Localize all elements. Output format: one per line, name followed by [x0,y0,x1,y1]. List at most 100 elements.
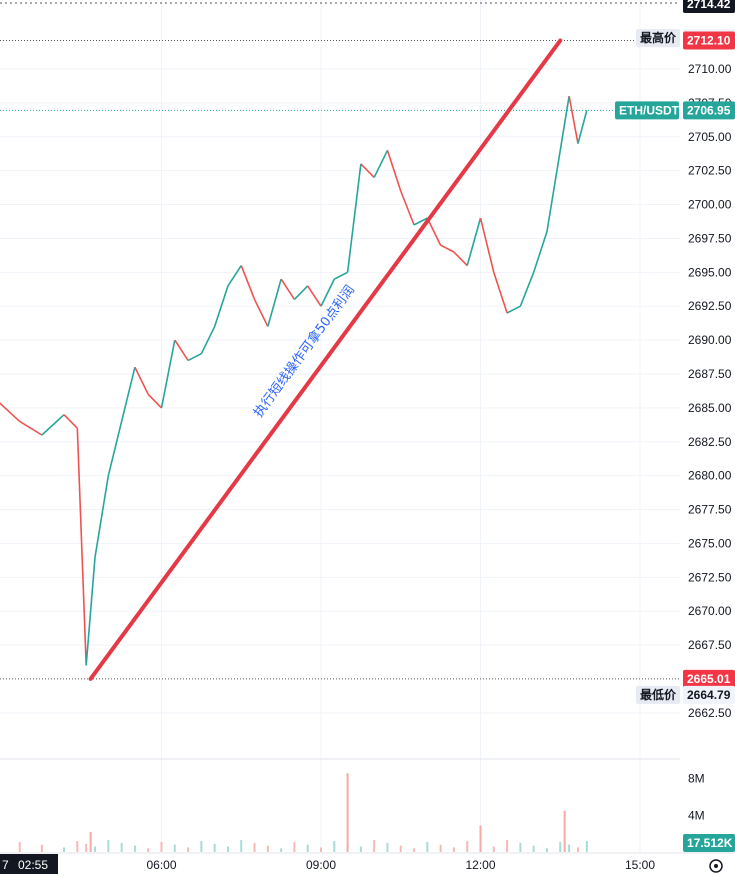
volume-bar [253,842,256,852]
volume-bar [200,841,203,852]
price-tick-label: 2692.50 [688,299,732,313]
price-segment [227,265,242,287]
price-segment [174,339,189,361]
low-price-caption: 最低价 [640,687,677,702]
settings-gear-icon[interactable] [709,859,723,873]
price-segment [120,367,136,422]
price-segment [400,190,415,226]
trend-end-price-label-bg [683,31,735,50]
volume-bar [585,841,588,852]
price-segment [506,305,521,314]
price-tick-label: 2667.50 [688,638,732,652]
price-segment [240,265,256,300]
price-tick-label: 2695.00 [688,265,732,279]
price-segment [253,299,269,327]
price-segment [200,326,216,355]
trend-start-price-label: 2665.01 [687,672,731,686]
volume-bar [280,848,283,852]
price-tick-label: 2702.50 [688,164,732,178]
price-tick-label: 2682.50 [688,435,732,449]
volume-bar [386,842,389,852]
price-tick-label: 2710.00 [688,62,732,76]
time-tick-label: 15:00 [625,858,655,872]
volume-bar [18,841,21,852]
price-tick-label: 2680.00 [688,469,732,483]
trend-start-price-label-bg [683,669,735,688]
gear-hub [714,864,718,868]
price-tick-label: 2675.00 [688,536,732,550]
gear-ring [709,859,723,873]
current-time-prefix: 7 [2,858,9,872]
volume-bar [563,810,566,852]
price-segment [426,217,442,246]
volume-bar [545,848,548,852]
price-segment [479,217,495,273]
low-price-caption-bg [636,685,680,704]
price-segment [333,271,348,280]
price-tick-label: 2687.50 [688,367,732,381]
price-segment [546,150,562,232]
price-segment [577,110,588,144]
volume-bar [413,848,416,852]
volume-bar [173,844,176,852]
price-segment [559,95,570,151]
top-price-label-bg [683,0,735,13]
time-tick-label: 09:00 [306,858,336,872]
price-segment [413,217,428,226]
price-segment [160,339,176,409]
price-tick-label: 2685.00 [688,401,732,415]
price-segment [386,150,402,192]
price-segment [360,163,375,179]
price-tick-label: 2662.50 [688,706,732,720]
price-segment [85,556,96,666]
volume-bar [399,845,402,852]
symbol-label-bg [615,101,679,120]
volume-bar [76,841,79,852]
volume-bar [85,843,88,852]
volume-bar [492,846,495,852]
volume-bar [479,825,482,852]
trend-line[interactable] [88,38,563,681]
symbol-label: ETH/USDT [619,103,680,117]
time-tick-label: 06:00 [146,858,176,872]
price-segment [466,217,482,266]
price-tick-label: 2705.00 [688,130,732,144]
volume-bar [133,845,136,852]
volume-bar [426,841,429,852]
price-segment [532,231,548,273]
price-segment [568,95,579,144]
volume-bar [120,842,123,852]
price-tick-label: 2670.00 [688,604,732,618]
last-price-label-bg [683,101,735,120]
price-tick-label: 2690.00 [688,333,732,347]
volume-bar [160,841,163,852]
volume-bar [107,840,110,852]
price-segment [134,366,149,395]
volume-bar [559,841,562,852]
volume-bar [532,845,535,852]
volume-value-label: 17.512K [687,836,733,850]
volume-bar [439,844,442,852]
price-segment [147,393,163,409]
price-segment [440,244,455,253]
low-price-label-bg [683,685,735,704]
volume-bar [293,841,296,852]
price-segment [320,278,336,307]
volume-bar [240,840,243,852]
volume-value-label-bg [683,834,735,852]
volume-bar [576,847,579,852]
price-segment [76,428,87,666]
price-tick-label: 2697.50 [688,231,732,245]
volume-bar [40,844,43,852]
volume-bar [373,840,376,852]
price-tick-label: 2677.50 [688,503,732,517]
current-time-label: 02:55 [18,858,48,872]
volume-bar [94,846,97,852]
volume-bar [187,847,190,852]
price-segment [373,149,389,178]
price-segment [0,402,21,423]
volume-bar [306,844,309,852]
volume-bar [359,846,362,852]
volume-bar [466,841,469,852]
